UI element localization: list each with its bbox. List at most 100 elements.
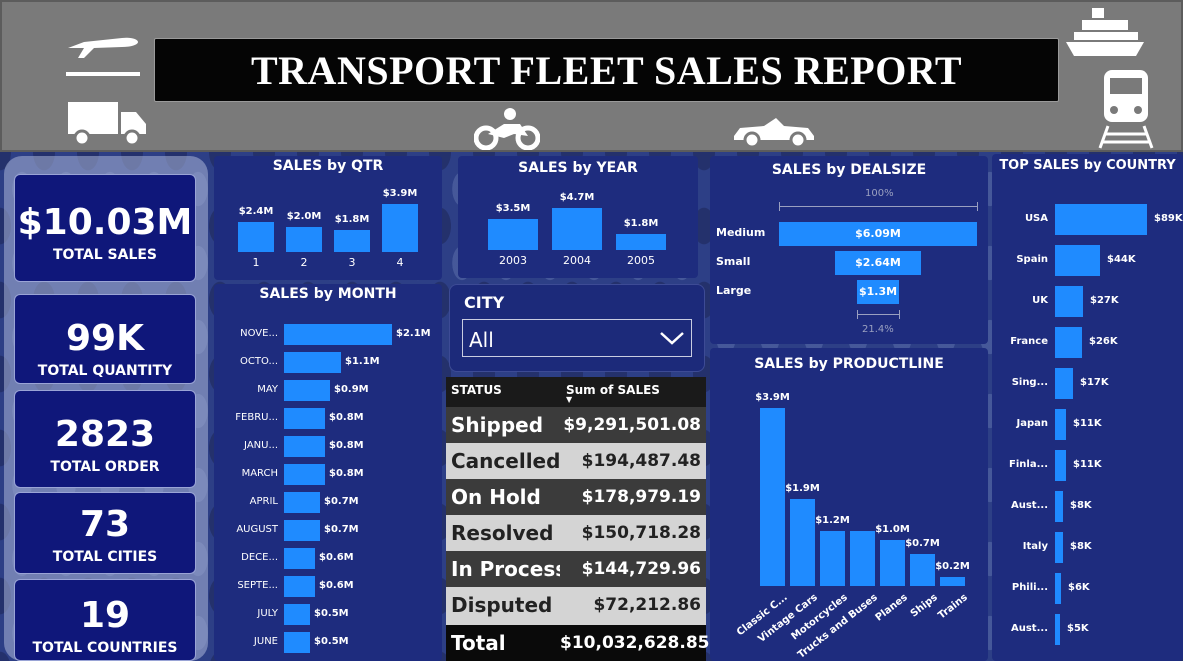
percent-label-bottom: 21.4% [862,324,894,335]
status-cell: On Hold [451,485,541,509]
sales-by-month-chart[interactable]: SALES by MONTH NOVE... $2.1M OCTO... $1.1M M… [214,284,442,661]
kpi-label: TOTAL ORDER [50,459,160,475]
chart-bar [820,531,845,586]
category-label: JUNE [253,636,278,647]
chart-bar [284,380,330,401]
chart-bar [850,531,875,586]
chart-bar [857,280,899,304]
total-value: $10,032,628.85 [560,633,710,653]
data-label: $0.8M [329,468,364,479]
kpi-total-sales: $10.03M TOTAL SALES [14,174,196,282]
data-label: $11K [1073,459,1102,470]
total-label: Total [451,631,506,655]
train-icon [1098,70,1154,149]
kpi-value: 2823 [54,414,156,455]
table-row: Disputed $72,212.86 [446,587,706,623]
kpi-value: 19 [79,595,131,636]
category-label: JULY [257,608,278,619]
chart-bar [616,234,666,250]
chart-bar [1055,450,1066,481]
status-cell: Cancelled [451,449,560,473]
data-label: $0.8M [329,440,364,451]
chart-bar [1055,614,1060,645]
category-label: Italy [1022,541,1048,552]
chart-title: SALES by PRODUCTLINE [754,356,944,372]
data-label: $8K [1070,541,1092,552]
city-slicer[interactable]: CITY All [449,284,705,372]
kpi-value: $10.03M [17,202,193,243]
sales-by-qtr-chart[interactable]: SALES by QTR $2.4M 1 $2.0M 2 $1.8M 3 $3.9M 4 [214,156,442,280]
chart-bar [488,219,538,250]
category-label: Finla... [1009,459,1048,470]
sales-by-dealsize-chart[interactable]: SALES by DEALSIZE 100% Medium $6.09M Small $… [710,156,988,344]
range-line-top [779,206,977,207]
sales-cell: $72,212.86 [593,595,701,615]
data-label: $1.2M [815,515,850,526]
table-row: Shipped $9,291,501.08 [446,407,706,443]
chart-bar [910,554,935,586]
data-label: $1.0M [875,524,910,535]
city-slicer-label: CITY [464,293,505,312]
chart-bar [382,204,418,252]
car-icon [734,118,814,148]
city-dropdown[interactable]: All [462,319,692,357]
chart-bar [1055,368,1073,399]
range-tick [977,202,978,211]
chart-bar [1055,327,1082,358]
chart-bar [284,632,310,653]
category-label: MAY [257,384,278,395]
range-tick [899,310,900,319]
chart-bar [284,604,310,625]
category-label: Medium [716,226,766,239]
category-label: USA [1024,213,1048,224]
top-sales-by-country-chart[interactable]: TOP SALES by COUNTRY USA $89K Spain $44K UK $… [992,154,1183,661]
category-label: Spain [1016,254,1048,265]
sales-by-productline-chart[interactable]: SALES by PRODUCTLINE $3.9M Classic C... $1… [710,348,988,661]
sales-by-year-chart[interactable]: SALES by YEAR $3.5M 2003 $4.7M 2004 $1.8M 200… [458,156,698,278]
category-label: OCTO... [240,356,278,367]
report-header: TRANSPORT FLEET SALES REPORT [0,0,1183,152]
truck-icon [68,102,146,147]
column-header-status[interactable]: STATUS [451,383,502,397]
chart-bar [238,222,274,252]
table-body: Shipped $9,291,501.08 Cancelled $194,487.48… [446,407,706,623]
tick-label: 2004 [563,254,591,267]
sales-cell: $150,718.28 [581,523,701,543]
category-label: JANU... [244,440,278,451]
kpi-total-quantity: 99K TOTAL QUANTITY [14,294,196,384]
chart-bar [286,227,322,252]
column-header-sum-of-sales[interactable]: Sum of SALES [566,383,660,397]
data-label: $0.6M [319,552,354,563]
data-label: $27K [1090,295,1119,306]
table-row: Cancelled $194,487.48 [446,443,706,479]
chart-bar [1055,286,1083,317]
data-label: $1.8M [334,214,370,225]
sort-descending-icon: ▼ [566,395,573,404]
chart-bar [284,464,325,485]
category-label: Small [716,255,751,268]
table-total-row: Total $10,032,628.85 [446,625,710,661]
data-label: $1.3M [858,285,898,298]
chart-bar [1055,204,1147,235]
chart-title: SALES by QTR [272,158,384,174]
chart-bar [790,499,815,586]
tick-label: 2005 [627,254,655,267]
chart-bar [284,492,320,513]
data-label: $11K [1073,418,1102,429]
data-label: $2.0M [286,211,322,222]
chart-title: TOP SALES by COUNTRY [999,158,1176,173]
chart-bar [779,222,977,246]
chart-bar [284,436,325,457]
chart-bar [1055,532,1063,563]
status-cell: Disputed [451,593,553,617]
chart-bar [880,540,905,586]
range-tick [857,310,858,319]
category-label: Aust... [1011,500,1048,511]
data-label: $26K [1089,336,1118,347]
data-label: $2.64M [855,256,901,269]
data-label: $1.8M [623,218,659,229]
data-label: $3.9M [382,188,418,199]
status-cell: In Process [451,557,560,581]
kpi-label: TOTAL QUANTITY [37,363,173,379]
data-label: $0.5M [314,608,349,619]
